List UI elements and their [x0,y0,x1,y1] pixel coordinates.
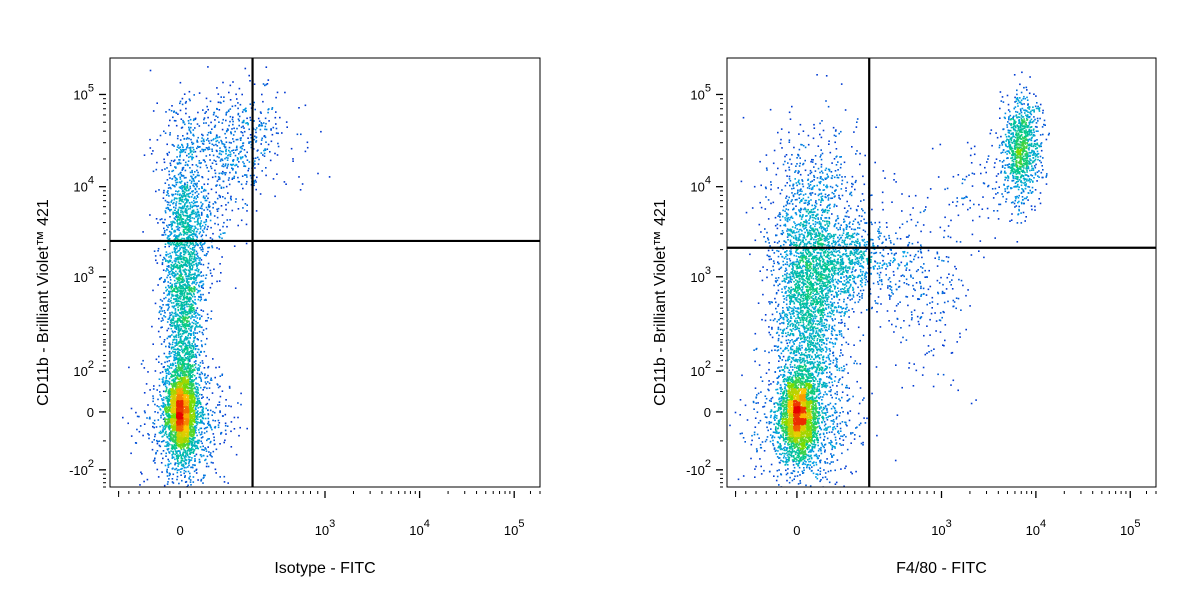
y-tick-label: 102 [690,359,711,379]
x-axis-ticks [118,491,541,498]
y-tick-label: 103 [690,265,711,285]
x-axis-ticks [735,491,1157,498]
chart-panel-1: 0 103 104 105 105 104 103 102 0 -102 Isotype - FIT… [35,57,541,577]
y-tick-label: 0 [704,405,711,420]
y-axis-ticks [716,93,723,488]
y-tick-label: -102 [69,458,94,478]
event-dots [122,66,331,487]
y-tick-label: 0 [87,405,94,420]
chart-panel-2: 0 103 104 105 105 104 103 102 0 -102 F4/80 - FITC C… [652,57,1157,577]
y-tick-label: 104 [690,175,711,195]
x-tick-label: 0 [176,523,183,538]
x-tick-label: 103 [315,518,336,538]
x-tick-label: 105 [504,518,525,538]
x-tick-label: 103 [931,518,952,538]
y-tick-label: 103 [73,265,94,285]
plot-frame [726,57,1157,488]
x-tick-label: 0 [793,523,800,538]
y-tick-label: 102 [73,359,94,379]
x-axis-title: F4/80 - FITC [896,560,987,577]
x-tick-label: 104 [409,518,430,538]
event-dots [729,71,1050,487]
y-tick-label: -102 [686,458,711,478]
y-tick-label: 105 [73,82,94,102]
y-tick-label: 105 [690,82,711,102]
y-axis-ticks [99,93,106,488]
x-tick-label: 105 [1120,518,1141,538]
y-tick-label: 104 [73,175,94,195]
plot-frame [109,57,541,488]
y-axis-title: CD11b - Brilliant Violet™ 421 [652,199,669,406]
x-tick-label: 104 [1026,518,1047,538]
y-axis-title: CD11b - Brilliant Violet™ 421 [35,199,52,406]
x-axis-title: Isotype - FITC [274,560,375,577]
